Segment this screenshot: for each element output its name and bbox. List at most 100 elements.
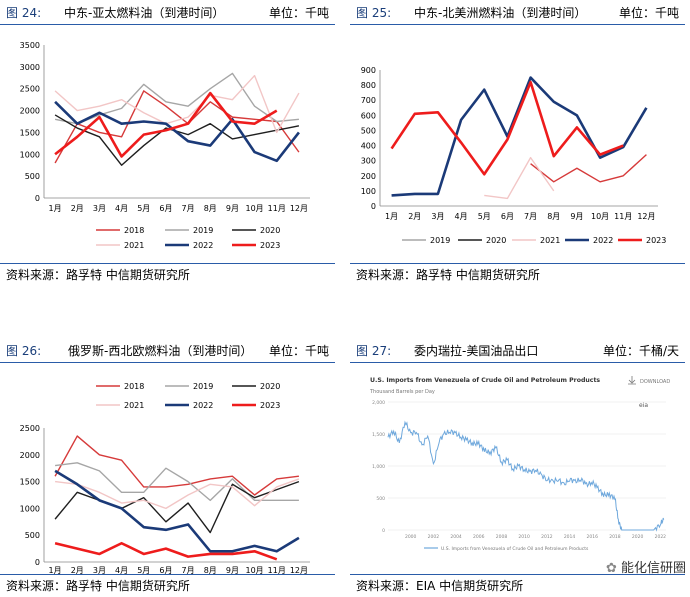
panel-header: 图 25: 中东-北美洲燃料油（到港时间） 单位：千吨 [350,2,685,25]
legend-label-2020: 2020 [260,382,280,391]
x-tick-label: 2006 [473,534,485,540]
x-tick-label: 5月 [137,566,150,574]
x-tick-label: 9月 [570,212,583,221]
x-tick-label: 2010 [518,534,530,540]
x-tick-label: 10月 [591,212,609,221]
source-note: 资料来源：路孚特 中信期货研究所 [0,263,335,284]
figure-unit: 单位：千吨 [618,6,679,20]
legend-label-2023: 2023 [646,236,666,245]
series-line-2018 [54,435,300,496]
x-tick-label: 4月 [115,566,128,574]
y-tick-label: 500 [25,172,40,181]
x-tick-label: 11月 [614,212,632,221]
y-tick-label: 2500 [20,85,40,94]
x-tick-label: 4月 [455,212,468,221]
panel-24: 图 24: 中东-亚太燃料油（到港时间） 单位：千吨 0 500 1000 1500 2… [0,0,335,290]
series-line-venezuela-imports [387,420,665,532]
legend-label-2023: 2023 [260,401,280,410]
x-tick-label: 2008 [496,534,508,540]
x-tick-label: 12月 [290,566,308,574]
y-tick-label: 1,500 [372,432,385,438]
legend-label-2021: 2021 [540,236,560,245]
x-tick-label: 2014 [564,534,576,540]
y-tick-label: 200 [361,172,376,181]
chart-eia-venezuela-imports: U.S. Imports from Venezuela of Crude Oil… [364,372,674,562]
x-tick-label: 2002 [428,534,440,540]
x-tick-label: 6月 [159,204,172,213]
legend-label: U.S. Imports from Venezuela of Crude Oil… [441,546,589,552]
x-tick-label: 6月 [159,566,172,574]
panel-header: 图 26: 俄罗斯-西北欧燃料油（到港时间） 单位：千吨 [0,340,335,363]
chart-russia-northwest-europe: 0 500 1000 1500 2000 2500 1月 2月 3月 4月 5月 6月 7月 8月 9月 10… [20,382,310,574]
x-tick-label: 5月 [478,212,491,221]
figure-unit: 单位：千吨 [268,6,329,20]
legend-label-2019: 2019 [193,382,213,391]
x-tick-label: 7月 [524,212,537,221]
y-tick-label: 2500 [20,424,40,433]
legend-label-2022: 2022 [193,401,213,410]
figure-title: 委内瑞拉-美国油品出口 [414,344,539,358]
figure-title: 俄罗斯-西北欧燃料油（到港时间） [68,344,253,358]
y-tick-label: 1500 [20,128,40,137]
x-tick-label: 1月 [385,212,398,221]
legend-label-2020: 2020 [260,226,280,235]
panel-26: 图 26: 俄罗斯-西北欧燃料油（到港时间） 单位：千吨 0 500 1000 150… [0,340,335,596]
figure-unit: 单位：千吨 [268,344,329,358]
series-line-2021 [54,74,300,134]
source-note: 资料来源：路孚特 中信期货研究所 [0,574,335,595]
series-line-2022 [54,469,300,553]
series-line-2022 [391,76,648,197]
legend-label-2022: 2022 [193,241,213,250]
x-tick-label: 8月 [204,566,217,574]
series-line-2023 [54,91,278,158]
x-tick-label: 3月 [431,212,444,221]
watermark-text: 能化信研圈 [620,561,686,576]
series-line-2023 [390,80,624,176]
legend-label-2023: 2023 [260,241,280,250]
legend-label-2021: 2021 [124,241,144,250]
y-tick-label: 0 [35,194,40,203]
eia-logo: eia [639,402,648,409]
x-tick-label: 11月 [268,204,286,213]
x-tick-label: 2000 [405,534,417,540]
x-tick-label: 2016 [587,534,599,540]
x-tick-label: 4月 [115,204,128,213]
x-tick-label: 3月 [93,566,106,574]
panel-27: 图 27: 委内瑞拉-美国油品出口 单位：千桶/天 U.S. Imports f… [350,340,685,596]
x-tick-label: 2018 [609,534,621,540]
y-tick-label: 800 [361,81,376,90]
x-tick-label: 10月 [245,204,263,213]
x-tick-label: 7月 [182,566,195,574]
y-tick-label: 2,000 [372,400,385,406]
x-tick-label: 2020 [632,534,644,540]
series-line-2021 [54,478,300,510]
y-tick-label: 0 [371,202,376,211]
x-tick-label: 6月 [501,212,514,221]
download-icon [628,376,636,385]
y-tick-label: 900 [361,66,376,75]
source-note: 资料来源：EIA 中信期货研究所 [350,574,685,595]
x-tick-label: 9月 [226,566,239,574]
x-tick-label: 12月 [290,204,308,213]
series-line-2018 [54,90,300,164]
figure-unit: 单位：千桶/天 [602,344,679,358]
x-tick-label: 7月 [182,204,195,213]
series-line-2019 [54,72,299,125]
legend-label-2021: 2021 [124,401,144,410]
y-tick-label: 500 [361,126,376,135]
figure-label: 图 25: [356,6,392,20]
series-line-2023 [54,541,278,561]
y-tick-label: 600 [361,111,376,120]
legend-label-2020: 2020 [486,236,506,245]
y-tick-label: 400 [361,142,376,151]
x-tick-label: 2月 [71,204,84,213]
source-note: 资料来源：路孚特 中信期货研究所 [350,263,685,284]
legend-label-2019: 2019 [430,236,450,245]
x-tick-label: 9月 [226,204,239,213]
figure-title: 中东-亚太燃料油（到港时间） [64,6,225,20]
y-tick-label: 2000 [20,107,40,116]
x-tick-label: 11月 [268,566,286,574]
series-line-2022 [54,100,300,163]
y-tick-label: 100 [361,187,376,196]
x-tick-label: 8月 [204,204,217,213]
